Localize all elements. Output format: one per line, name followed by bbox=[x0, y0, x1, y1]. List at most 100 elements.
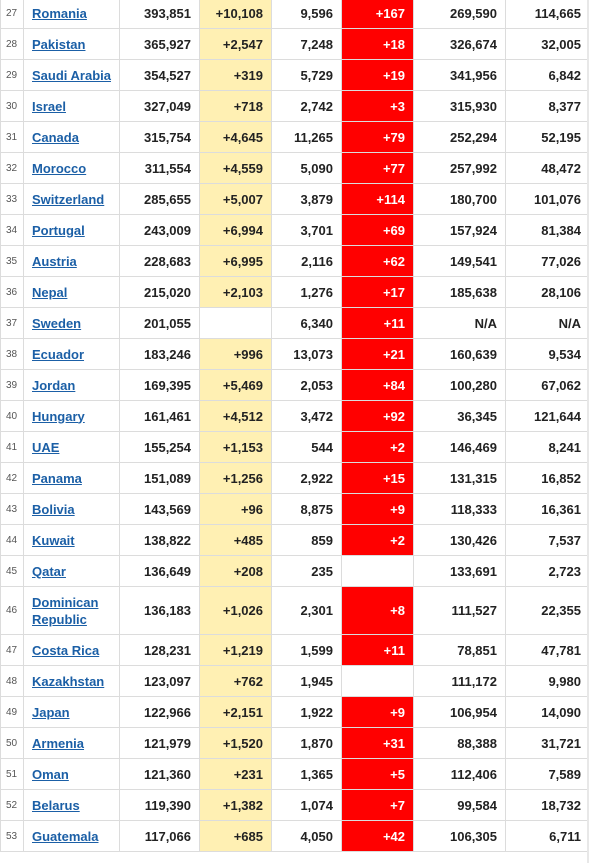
total-recovered-cell: 111,527 bbox=[413, 586, 506, 635]
new-deaths-cell: +17 bbox=[341, 276, 414, 308]
active-cases-cell: 16,852 bbox=[505, 462, 589, 494]
country-cell: Armenia bbox=[23, 727, 120, 759]
total-deaths-cell: 13,073 bbox=[271, 338, 342, 370]
total-deaths-cell: 4,050 bbox=[271, 820, 342, 852]
rank-cell: 46 bbox=[0, 586, 24, 635]
country-link[interactable]: Jordan bbox=[32, 377, 76, 393]
country-cell: Sweden bbox=[23, 307, 120, 339]
active-cases-cell: 16,361 bbox=[505, 493, 589, 525]
total-cases-cell: 201,055 bbox=[119, 307, 200, 339]
active-cases-cell: 22,355 bbox=[505, 586, 589, 635]
country-link[interactable]: Switzerland bbox=[32, 191, 105, 207]
country-link[interactable]: Armenia bbox=[32, 735, 85, 751]
country-cell: Switzerland bbox=[23, 183, 120, 215]
total-deaths-cell: 2,301 bbox=[271, 586, 342, 635]
country-link[interactable]: Saudi Arabia bbox=[32, 67, 111, 83]
rank-cell: 48 bbox=[0, 665, 24, 697]
active-cases-cell: 7,537 bbox=[505, 524, 589, 556]
total-deaths-cell: 1,945 bbox=[271, 665, 342, 697]
country-link[interactable]: Portugal bbox=[32, 222, 85, 238]
rank-cell: 39 bbox=[0, 369, 24, 401]
new-cases-cell: +319 bbox=[199, 59, 272, 91]
rank-cell: 36 bbox=[0, 276, 24, 308]
new-deaths-cell: +2 bbox=[341, 431, 414, 463]
rank-cell: 32 bbox=[0, 152, 24, 184]
total-deaths-cell: 2,116 bbox=[271, 245, 342, 277]
table-row: 43 Bolivia 143,569 +96 8,875 +9 118,333 16,361 bbox=[0, 493, 589, 525]
active-cases-cell: 77,026 bbox=[505, 245, 589, 277]
country-link[interactable]: Austria bbox=[32, 253, 77, 269]
country-link[interactable]: Pakistan bbox=[32, 36, 86, 52]
country-cell: Bolivia bbox=[23, 493, 120, 525]
rank-cell: 29 bbox=[0, 59, 24, 91]
country-link[interactable]: Canada bbox=[32, 129, 79, 145]
country-link[interactable]: Dominican Republic bbox=[32, 594, 99, 627]
country-link[interactable]: Kuwait bbox=[32, 532, 75, 548]
country-link[interactable]: Belarus bbox=[32, 797, 80, 813]
country-cell: Morocco bbox=[23, 152, 120, 184]
table-row: 46 Dominican Republic 136,183 +1,026 2,301 +8… bbox=[0, 586, 589, 635]
new-deaths-cell: +21 bbox=[341, 338, 414, 370]
rank-cell: 50 bbox=[0, 727, 24, 759]
country-link[interactable]: Ecuador bbox=[32, 346, 85, 362]
total-cases-cell: 215,020 bbox=[119, 276, 200, 308]
country-cell: Canada bbox=[23, 121, 120, 153]
table-row: 37 Sweden 201,055 6,340 +11 N/A N/A bbox=[0, 307, 589, 339]
country-cell: Kazakhstan bbox=[23, 665, 120, 697]
total-deaths-cell: 3,472 bbox=[271, 400, 342, 432]
total-cases-cell: 121,979 bbox=[119, 727, 200, 759]
active-cases-cell: 47,781 bbox=[505, 634, 589, 666]
country-link[interactable]: Oman bbox=[32, 766, 69, 782]
new-cases-cell: +2,151 bbox=[199, 696, 272, 728]
active-cases-cell: N/A bbox=[505, 307, 589, 339]
total-cases-cell: 161,461 bbox=[119, 400, 200, 432]
country-link[interactable]: Nepal bbox=[32, 284, 68, 300]
new-cases-cell: +10,108 bbox=[199, 0, 272, 29]
country-link[interactable]: UAE bbox=[32, 439, 60, 455]
new-cases-cell: +1,026 bbox=[199, 586, 272, 635]
total-cases-cell: 151,089 bbox=[119, 462, 200, 494]
new-cases-cell: +1,153 bbox=[199, 431, 272, 463]
active-cases-cell: 9,980 bbox=[505, 665, 589, 697]
country-cell: Ecuador bbox=[23, 338, 120, 370]
country-link[interactable]: Kazakhstan bbox=[32, 673, 105, 689]
total-cases-cell: 136,183 bbox=[119, 586, 200, 635]
new-deaths-cell: +5 bbox=[341, 758, 414, 790]
total-cases-cell: 354,527 bbox=[119, 59, 200, 91]
total-recovered-cell: 180,700 bbox=[413, 183, 506, 215]
country-link[interactable]: Costa Rica bbox=[32, 642, 100, 658]
total-cases-cell: 183,246 bbox=[119, 338, 200, 370]
new-deaths-cell: +114 bbox=[341, 183, 414, 215]
country-link[interactable]: Panama bbox=[32, 470, 82, 486]
total-deaths-cell: 2,053 bbox=[271, 369, 342, 401]
country-link[interactable]: Bolivia bbox=[32, 501, 75, 517]
country-link[interactable]: Guatemala bbox=[32, 828, 99, 844]
country-link[interactable]: Sweden bbox=[32, 315, 82, 331]
total-deaths-cell: 1,276 bbox=[271, 276, 342, 308]
country-cell: Hungary bbox=[23, 400, 120, 432]
new-deaths-cell: +42 bbox=[341, 820, 414, 852]
country-link[interactable]: Romania bbox=[32, 5, 87, 21]
table-row: 47 Costa Rica 128,231 +1,219 1,599 +11 78,851 4… bbox=[0, 634, 589, 666]
new-deaths-cell: +79 bbox=[341, 121, 414, 153]
country-link[interactable]: Israel bbox=[32, 98, 66, 114]
country-cell: Nepal bbox=[23, 276, 120, 308]
new-cases-cell: +1,256 bbox=[199, 462, 272, 494]
rank-cell: 34 bbox=[0, 214, 24, 246]
country-link[interactable]: Japan bbox=[32, 704, 70, 720]
active-cases-cell: 14,090 bbox=[505, 696, 589, 728]
country-link[interactable]: Hungary bbox=[32, 408, 85, 424]
country-link[interactable]: Morocco bbox=[32, 160, 87, 176]
active-cases-cell: 8,377 bbox=[505, 90, 589, 122]
country-cell: Guatemala bbox=[23, 820, 120, 852]
rank-cell: 47 bbox=[0, 634, 24, 666]
total-cases-cell: 327,049 bbox=[119, 90, 200, 122]
table-row: 27 Romania 393,851 +10,108 9,596 +167 269,590 1… bbox=[0, 0, 589, 29]
active-cases-cell: 121,644 bbox=[505, 400, 589, 432]
total-recovered-cell: 252,294 bbox=[413, 121, 506, 153]
country-link[interactable]: Qatar bbox=[32, 563, 66, 579]
new-cases-cell: +96 bbox=[199, 493, 272, 525]
new-deaths-cell: +8 bbox=[341, 586, 414, 635]
active-cases-cell: 32,005 bbox=[505, 28, 589, 60]
total-recovered-cell: 106,305 bbox=[413, 820, 506, 852]
